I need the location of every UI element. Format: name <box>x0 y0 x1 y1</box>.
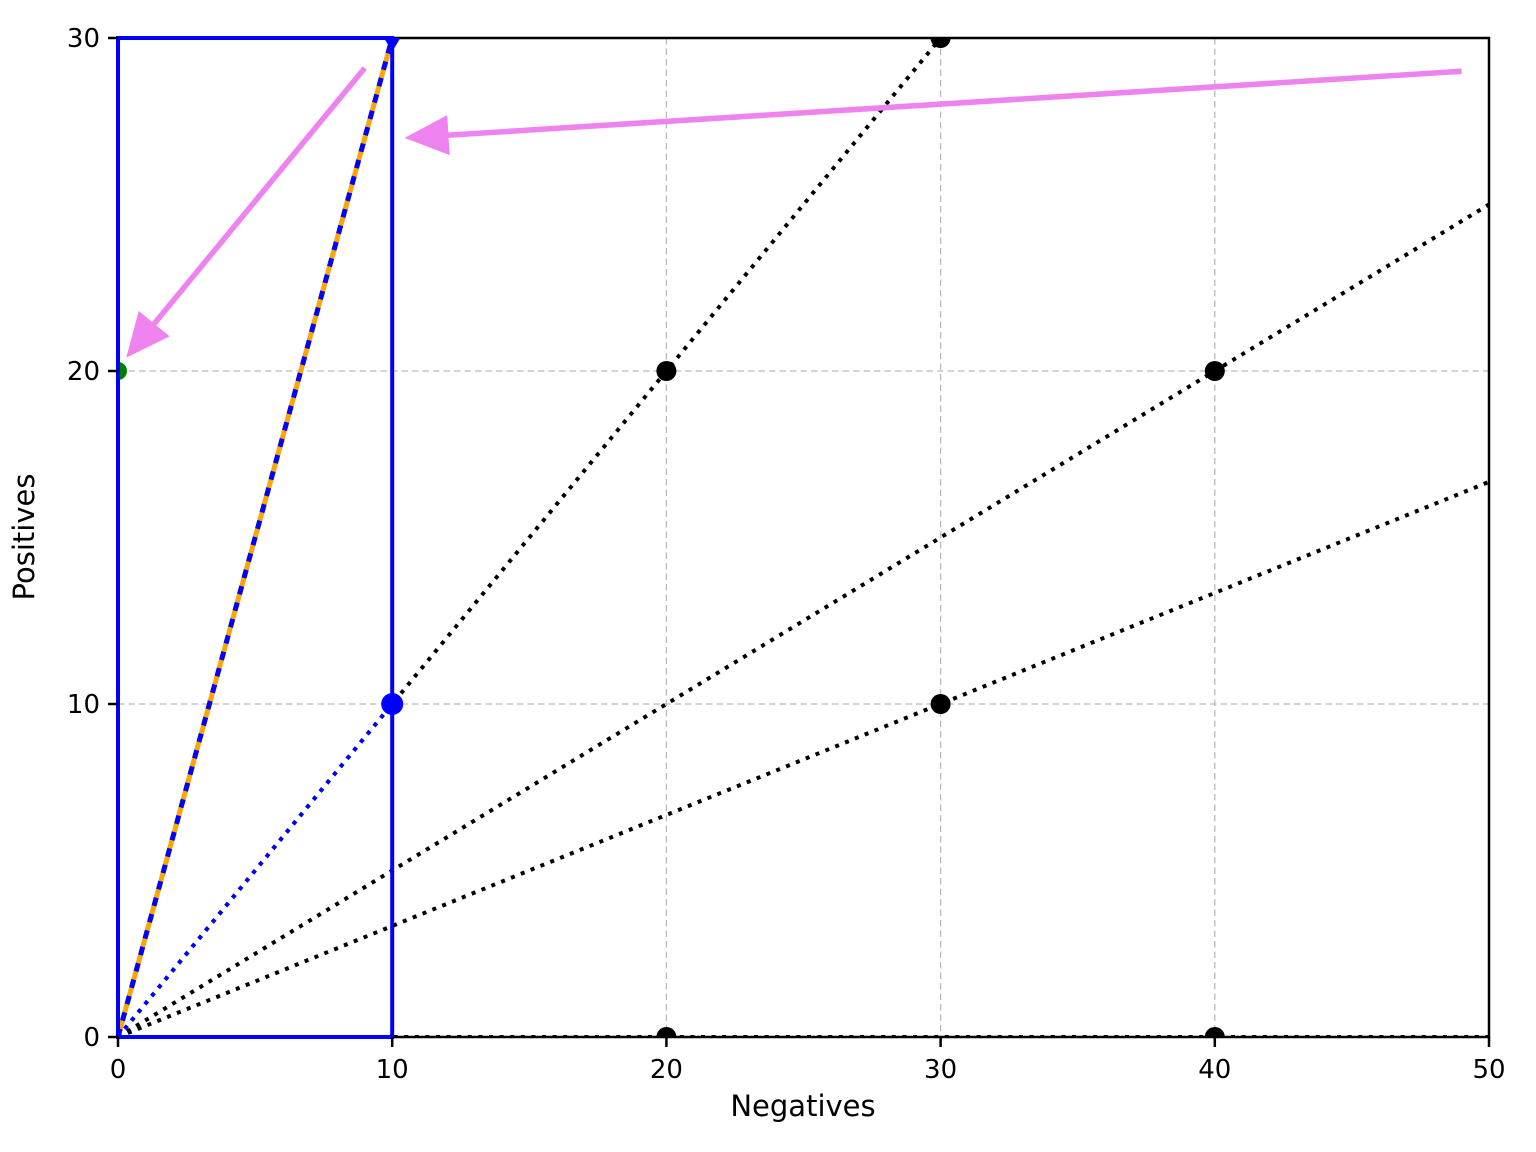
steep-line-blue-dashes <box>118 38 395 1037</box>
ticks-layer: 0 10 20 30 40 50 0 10 20 30 <box>67 24 1506 1085</box>
y-axis-label: Positives <box>7 474 41 601</box>
iso-ratio-line-2to1 <box>118 202 1489 1037</box>
y-tick-label: 20 <box>67 357 100 387</box>
data-series-layer <box>118 38 1489 1037</box>
blue-diagonal-segment <box>118 702 394 1037</box>
highlight-region-box <box>116 36 395 1039</box>
annotation-arrow-shaft <box>428 68 1462 140</box>
x-tick-label: 20 <box>650 1055 683 1085</box>
iso-ratio-line-3to1 <box>118 480 1489 1037</box>
arrow-to-green-point <box>126 66 367 358</box>
annotation-arrow-head <box>404 115 450 156</box>
data-point-marker <box>656 361 677 381</box>
gridlines-layer <box>117 37 1490 1038</box>
y-tick-label: 0 <box>83 1023 100 1053</box>
data-point-marker <box>1204 361 1225 381</box>
data-point-marker <box>930 694 951 714</box>
x-tick-label: 50 <box>1472 1055 1505 1085</box>
annotation-arrow-head <box>126 311 170 358</box>
data-point-marker <box>930 38 951 48</box>
plot-border <box>116 36 1491 1039</box>
y-tick-label: 30 <box>67 24 100 54</box>
x-axis-label: Negatives <box>730 1089 875 1123</box>
annotation-arrow-shaft <box>139 66 367 341</box>
data-point-marker <box>118 362 127 380</box>
data-point-marker <box>656 1027 677 1037</box>
data-point-marker <box>1204 1027 1225 1037</box>
x-tick-label: 40 <box>1198 1055 1231 1085</box>
x-tick-label: 30 <box>924 1055 957 1085</box>
x-tick-label: 10 <box>376 1055 409 1085</box>
y-tick-label: 10 <box>67 690 100 720</box>
annotations-layer <box>116 36 1462 1039</box>
arrow-to-blue-boundary <box>404 68 1462 156</box>
x-tick-label: 0 <box>110 1055 127 1085</box>
